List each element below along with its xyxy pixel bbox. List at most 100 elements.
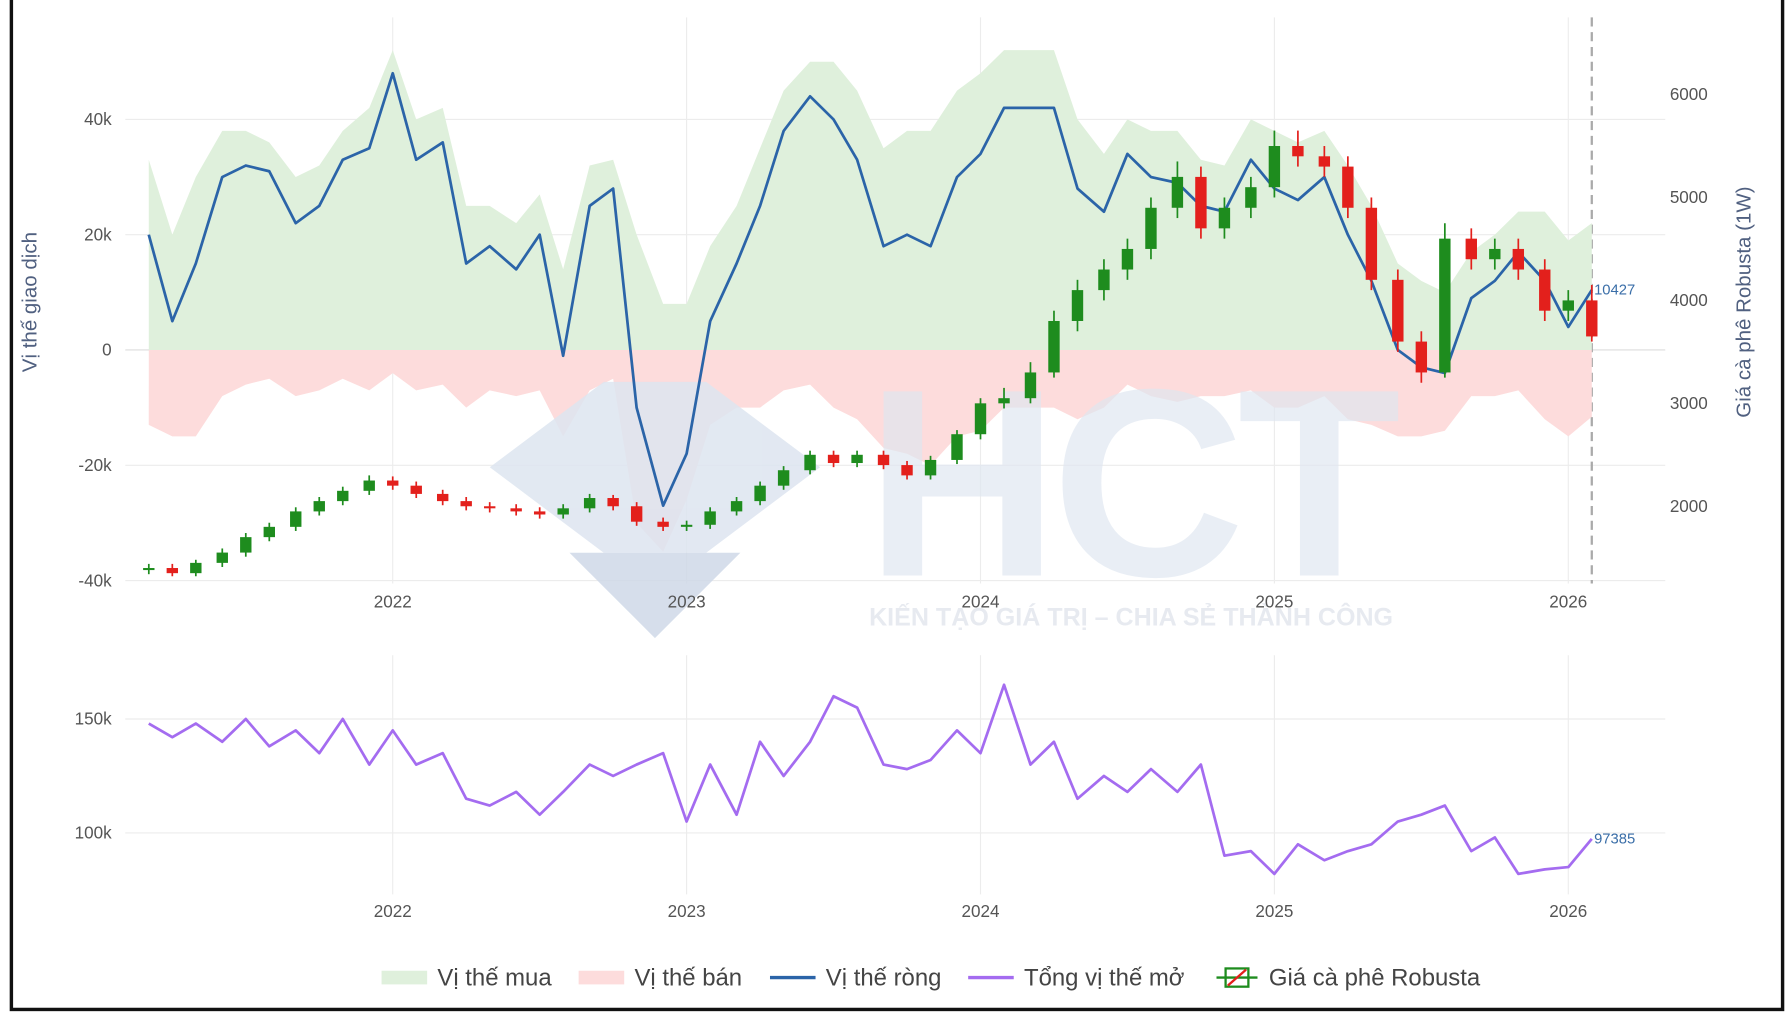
candle-body <box>240 537 252 553</box>
candle-body <box>1048 320 1060 373</box>
x-tick-label: 2023 <box>668 902 706 921</box>
y-tick-label: 0 <box>102 341 112 360</box>
candle-body <box>974 403 987 435</box>
candle-body <box>1218 207 1231 229</box>
axes: Vị thế giao dịch Giá cà phê Robusta (1W)… <box>18 85 1755 921</box>
watermark-logo-shape <box>569 552 741 639</box>
candle-body <box>1268 146 1281 188</box>
watermark-logo-shape <box>489 381 821 553</box>
x-tick-label: 2026 <box>1549 902 1587 921</box>
candle-body <box>410 485 422 494</box>
candle-body <box>216 552 228 563</box>
candle-body <box>1121 248 1134 270</box>
legend-item[interactable]: Tổng vị thế mở <box>968 965 1185 992</box>
candle-body <box>583 498 596 509</box>
candle-body <box>1024 372 1037 399</box>
candle-body <box>1245 187 1257 208</box>
candle-body <box>1512 248 1525 270</box>
candle-body <box>1465 238 1477 260</box>
candle-body <box>877 454 890 466</box>
legend-label: Vị thế ròng <box>826 965 942 992</box>
y2-tick-label: 3000 <box>1670 394 1708 413</box>
legend-swatch <box>1227 968 1247 987</box>
candle-body <box>1145 207 1157 249</box>
x-tick-label: 2022 <box>374 902 412 921</box>
candle-body <box>1539 269 1551 311</box>
candle-body <box>1439 238 1451 373</box>
candle-body <box>1071 290 1084 321</box>
y2-axis-title: Giá cà phê Robusta (1W) <box>1733 186 1756 417</box>
candle-body <box>337 490 349 502</box>
line <box>148 683 1593 876</box>
candle-body <box>1562 300 1574 311</box>
legend-item[interactable]: Vị thế ròng <box>769 965 942 992</box>
candle-body <box>924 459 937 476</box>
candle-body <box>704 511 716 525</box>
candle-body <box>851 454 863 464</box>
candle-body <box>313 501 325 512</box>
legend-label: Vị thế bán <box>634 965 742 992</box>
y-tick-label: -20k <box>78 456 112 475</box>
legend-swatch <box>578 970 625 985</box>
value-label: 97385 <box>1594 831 1635 847</box>
frame <box>9 0 1785 1012</box>
legend-item[interactable]: Giá cà phê Robusta <box>1216 965 1481 992</box>
y2-tick-label: 5000 <box>1670 188 1708 207</box>
candle-body <box>533 511 546 515</box>
watermark-slogan: KIẾN TẠO GIÁ TRỊ – CHIA SẺ THÀNH CÔNG <box>869 602 1393 632</box>
candle-body <box>1342 166 1354 208</box>
y-tick-label: -40k <box>78 571 112 590</box>
candle-body <box>901 465 913 476</box>
candle-body <box>484 506 496 509</box>
candle-body <box>166 568 179 574</box>
legend-label: Giá cà phê Robusta <box>1269 965 1481 992</box>
watermark-logo: HCT <box>866 333 1401 632</box>
candle-body <box>754 485 766 502</box>
y-axis-title: Vị thế giao dịch <box>18 232 41 372</box>
x-tick-label: 2024 <box>962 592 1000 611</box>
candle-body <box>730 501 743 512</box>
x-tick-label: 2022 <box>374 592 412 611</box>
candle-body <box>290 511 302 527</box>
candle-body <box>190 562 202 574</box>
y-tick-label: 20k <box>84 225 112 244</box>
candle-body <box>557 508 569 515</box>
candle-body <box>1318 156 1331 167</box>
candle-body <box>263 526 275 538</box>
candle-body <box>951 434 963 460</box>
x-tick-label: 2024 <box>962 902 1000 921</box>
candle-body <box>436 493 449 502</box>
x-tick-label: 2023 <box>668 592 706 611</box>
legend-item[interactable]: Vị thế mua <box>381 965 553 992</box>
candle-body <box>1098 269 1110 291</box>
candle-body <box>1195 176 1207 229</box>
legend-label: Vị thế mua <box>437 965 552 992</box>
candle-body <box>1292 146 1304 157</box>
candle-body <box>1365 207 1378 280</box>
candle-body <box>1586 300 1598 337</box>
line <box>147 71 1593 508</box>
y2-tick-label: 6000 <box>1670 85 1708 104</box>
y-tick-label: 150k <box>75 710 112 729</box>
data: 10427 97385 <box>143 71 1635 876</box>
y2-tick-label: 2000 <box>1670 497 1708 516</box>
candle-body <box>607 498 619 507</box>
candle-body <box>827 454 840 464</box>
legend-item[interactable]: Vị thế bán <box>578 965 742 992</box>
candle-body <box>657 521 669 527</box>
y-tick-label: 100k <box>75 824 112 843</box>
candle-body <box>387 480 399 486</box>
y2-tick-label: 4000 <box>1670 291 1708 310</box>
candle-body <box>510 508 522 512</box>
candle-body <box>680 524 693 527</box>
candle-body <box>998 398 1010 404</box>
candle-body <box>1489 248 1501 260</box>
legend-swatch <box>381 970 428 985</box>
candle-body <box>1171 176 1184 208</box>
y-tick-label: 40k <box>84 110 112 129</box>
x-tick-label: 2025 <box>1255 592 1293 611</box>
candle-body <box>363 480 375 491</box>
candle-body <box>777 470 790 486</box>
